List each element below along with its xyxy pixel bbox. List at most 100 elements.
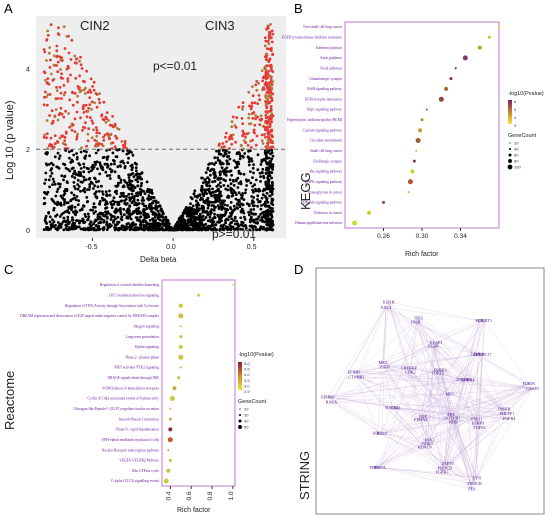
volcano-point xyxy=(230,120,234,124)
volcano-point xyxy=(208,178,211,182)
volcano-point xyxy=(73,130,77,134)
volcano-point xyxy=(119,207,122,210)
volcano-point xyxy=(64,143,67,147)
volcano-point xyxy=(238,205,242,209)
volcano-point xyxy=(98,200,102,203)
volcano-point xyxy=(268,81,271,85)
volcano-point xyxy=(43,196,46,200)
volcano-point xyxy=(105,216,109,220)
volcano-point xyxy=(214,161,218,165)
string-node-label: CDK2 xyxy=(405,369,416,374)
volcano-point xyxy=(192,215,196,219)
volcano-point xyxy=(198,228,201,232)
volcano-point xyxy=(247,163,251,167)
volcano-point xyxy=(250,159,254,163)
volcano-point xyxy=(251,166,255,170)
volcano-point xyxy=(271,32,275,36)
volcano-point xyxy=(46,147,50,150)
volcano-point xyxy=(206,211,210,215)
volcano-point xyxy=(108,174,112,177)
volcano-point xyxy=(44,178,48,182)
volcano-point xyxy=(270,36,273,40)
volcano-point xyxy=(208,162,212,166)
string-node-label: LYN xyxy=(473,475,481,480)
volcano-point xyxy=(87,215,91,219)
volcano-point xyxy=(78,90,82,94)
volcano-point xyxy=(223,207,227,211)
volcano-point xyxy=(234,126,238,129)
volcano-point xyxy=(58,182,62,186)
volcano-point xyxy=(251,176,254,180)
string-node-label: RALA xyxy=(326,400,337,405)
volcano-point xyxy=(73,205,77,209)
volcano-point xyxy=(82,162,86,166)
volcano-point xyxy=(165,228,168,232)
volcano-point xyxy=(88,154,91,158)
volcano-point xyxy=(50,72,53,76)
volcano-point xyxy=(66,77,70,80)
volcano-point xyxy=(269,107,273,111)
volcano-point xyxy=(86,139,90,143)
volcano-point xyxy=(220,219,223,223)
volcano-point xyxy=(229,207,233,211)
volcano-point xyxy=(67,51,71,55)
volcano-point xyxy=(80,67,84,70)
volcano-point xyxy=(59,203,63,207)
volcano-point xyxy=(63,136,67,139)
volcano-point xyxy=(42,228,46,232)
volcano-point xyxy=(204,216,208,219)
volcano-point xyxy=(58,85,62,89)
volcano-point xyxy=(108,123,112,127)
volcano-point xyxy=(82,178,86,182)
volcano-point xyxy=(74,187,77,191)
volcano-point xyxy=(84,154,88,158)
volcano-point xyxy=(206,203,210,206)
volcano-point xyxy=(233,222,237,226)
volcano-point xyxy=(113,162,116,166)
volcano-point xyxy=(261,167,265,171)
volcano-point xyxy=(150,188,154,192)
volcano-point xyxy=(78,59,81,63)
string-node-label: STK11 xyxy=(471,417,483,422)
volcano-point xyxy=(48,144,51,148)
volcano-point xyxy=(215,149,218,153)
volcano-point xyxy=(235,116,239,120)
volcano-point xyxy=(225,162,229,166)
volcano-point xyxy=(92,222,95,226)
volcano-point xyxy=(95,93,99,96)
volcano-point xyxy=(84,92,87,95)
volcano-point xyxy=(251,190,255,194)
volcano-point xyxy=(128,228,132,232)
volcano-point xyxy=(264,145,268,149)
volcano-point xyxy=(222,184,226,187)
volcano-point xyxy=(204,171,208,175)
volcano-point xyxy=(73,54,77,58)
volcano-point xyxy=(44,214,48,218)
volcano-point xyxy=(271,154,275,158)
string-node-label: INSRR xyxy=(498,406,511,411)
string-node-label: EGF xyxy=(419,414,428,419)
volcano-point xyxy=(165,225,168,229)
volcano-point xyxy=(122,191,125,195)
volcano-point xyxy=(52,54,56,58)
volcano-point xyxy=(55,165,59,169)
volcano-point xyxy=(127,208,131,212)
volcano-point xyxy=(251,116,255,120)
volcano-point xyxy=(52,206,56,210)
volcano-point xyxy=(55,54,59,58)
string-node-label: TOP2A xyxy=(431,370,444,375)
volcano-point xyxy=(259,180,262,183)
volcano-point xyxy=(269,23,272,26)
volcano-point xyxy=(48,114,51,117)
volcano-point xyxy=(195,227,199,231)
volcano-point xyxy=(126,161,130,165)
volcano-point xyxy=(79,227,83,231)
volcano-point xyxy=(254,178,258,182)
volcano-point xyxy=(245,184,249,187)
volcano-point xyxy=(107,211,110,215)
volcano-point xyxy=(253,101,257,105)
volcano-point xyxy=(63,91,67,94)
volcano-point xyxy=(261,142,265,145)
